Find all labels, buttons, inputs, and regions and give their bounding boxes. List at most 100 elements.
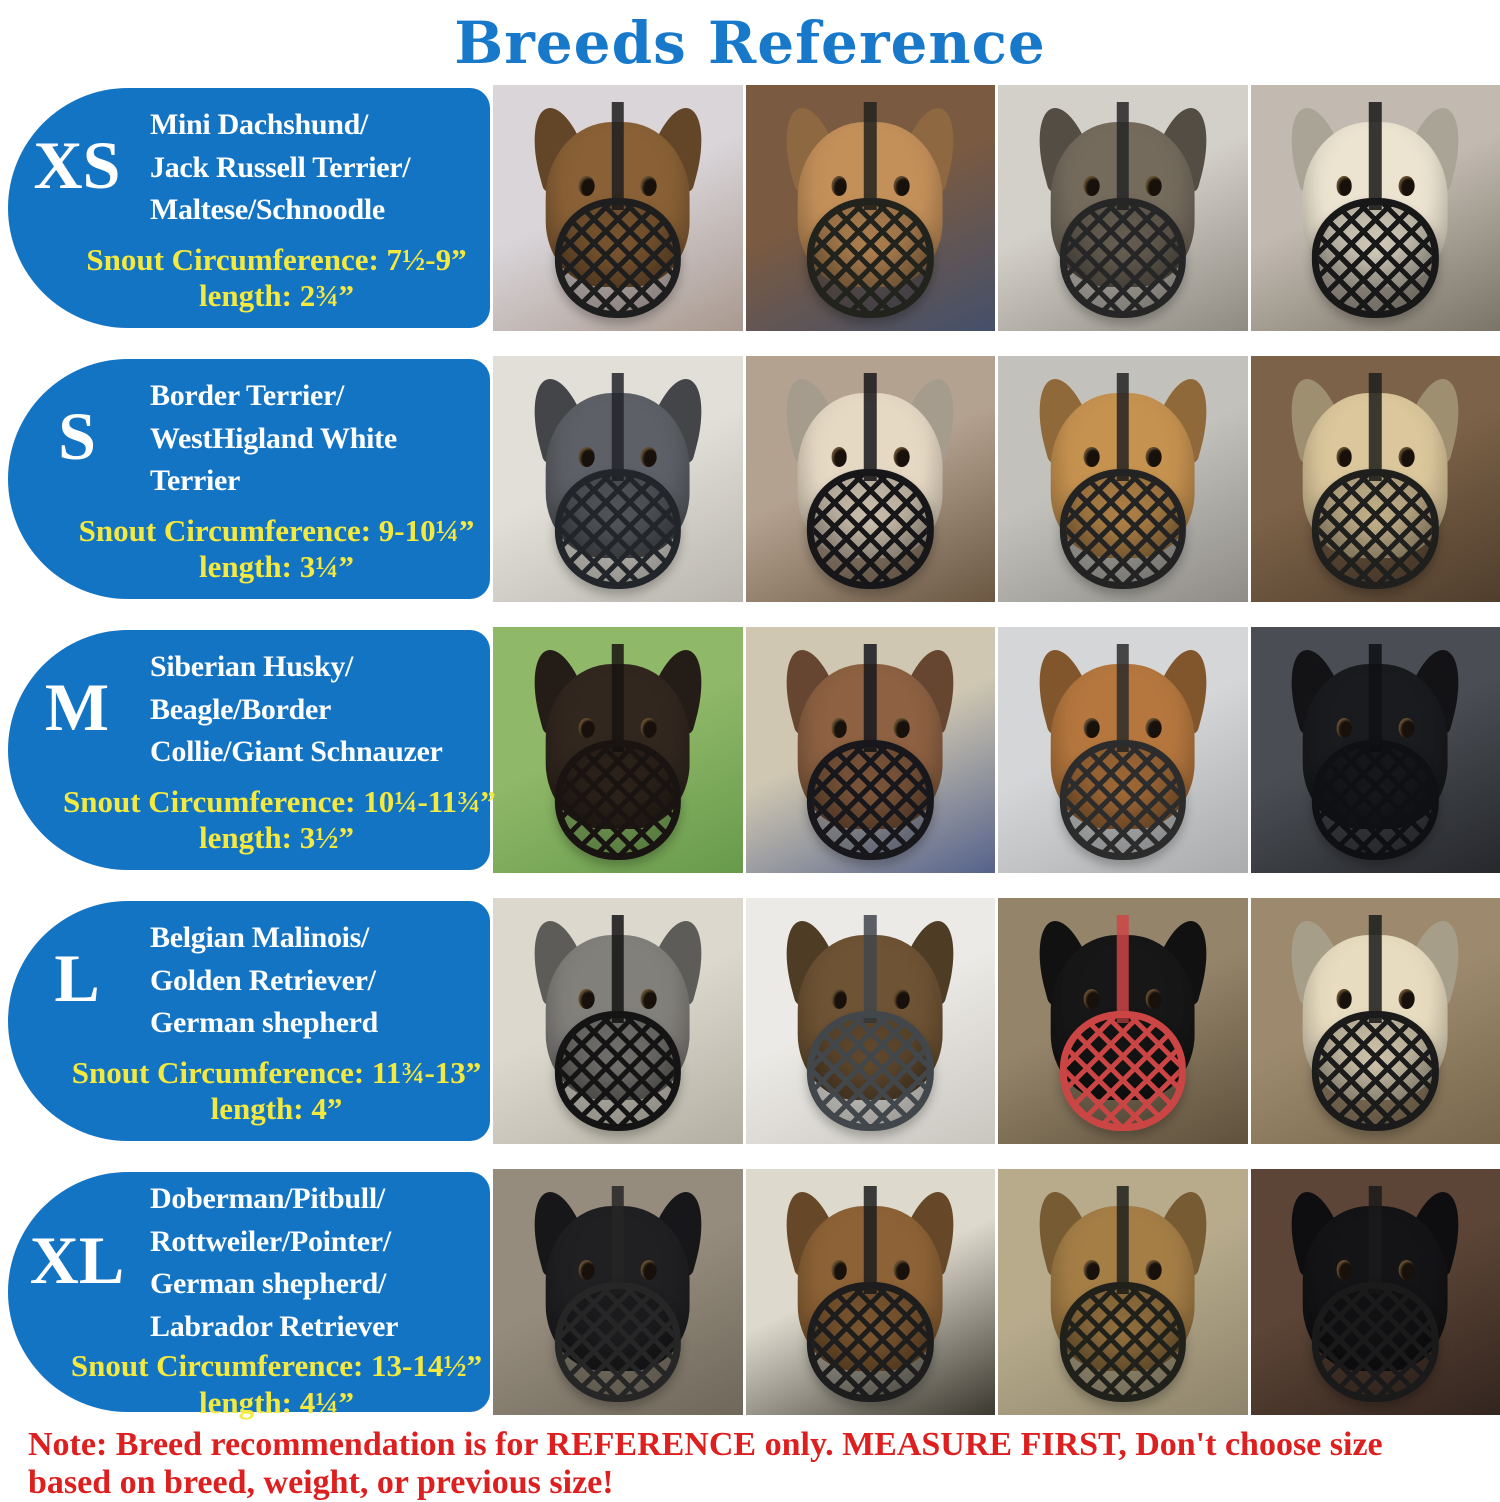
snout-circumference-label: Snout Circumference: 10¼-11¾” [63,784,490,821]
specs: Snout Circumference: 11¾-13” length: 4” [8,1055,490,1141]
dog-photo [493,627,743,873]
length-label: length: 4” [63,1091,490,1128]
specs: Snout Circumference: 10¼-11¾” length: 3½… [8,784,490,870]
basket-muzzle-shape [1060,740,1186,860]
specs: Snout Circumference: 9-10¼” length: 3¼” [8,513,490,599]
reference-note: Note: Breed recommendation is for REFERE… [28,1426,1472,1502]
muzzle-strap-shape [1117,373,1129,481]
size-letter: M [8,673,146,741]
size-row-xl: XL Doberman/Pitbull/ Rottweiler/Pointer/… [0,1169,1500,1415]
breeds-label: Belgian Malinois/ Golden Retriever/ Germ… [146,911,490,1045]
pill-top: L Belgian Malinois/ Golden Retriever/ Ge… [8,901,490,1055]
muzzle-strap-shape [1369,373,1381,481]
page-title: Breeds Reference [0,0,1500,85]
dog-photo [746,85,996,331]
basket-muzzle-shape [555,198,681,318]
muzzle-strap-shape [1369,102,1381,210]
snout-circumference-label: Snout Circumference: 13-14½” [63,1348,490,1385]
size-row-m: M Siberian Husky/ Beagle/Border Collie/G… [0,627,1500,873]
size-letter: XS [8,131,146,199]
muzzle-strap-shape [1117,915,1129,1023]
size-letter: L [8,944,146,1012]
length-label: length: 3½” [63,820,490,857]
size-row-s: S Border Terrier/ WestHigland White Terr… [0,356,1500,602]
dog-photo [998,85,1248,331]
size-pill: L Belgian Malinois/ Golden Retriever/ Ge… [8,901,490,1141]
size-row-xs: XS Mini Dachshund/ Jack Russell Terrier/… [0,85,1500,331]
muzzle-strap-shape [612,102,624,210]
basket-muzzle-shape [807,1011,933,1131]
muzzle-strap-shape [612,915,624,1023]
muzzle-strap-shape [864,1186,876,1294]
size-letter: XL [8,1226,146,1294]
muzzle-strap-shape [1369,644,1381,752]
basket-muzzle-shape [1060,1282,1186,1402]
size-pill: M Siberian Husky/ Beagle/Border Collie/G… [8,630,490,870]
muzzle-strap-shape [612,1186,624,1294]
size-letter: S [8,402,146,470]
basket-muzzle-shape [555,469,681,589]
basket-muzzle-shape [1312,469,1438,589]
size-row-l: L Belgian Malinois/ Golden Retriever/ Ge… [0,898,1500,1144]
basket-muzzle-shape [1312,1011,1438,1131]
snout-circumference-label: Snout Circumference: 11¾-13” [63,1055,490,1092]
basket-muzzle-shape [555,1011,681,1131]
muzzle-strap-shape [864,102,876,210]
dog-photo [1251,1169,1500,1415]
size-pill: XL Doberman/Pitbull/ Rottweiler/Pointer/… [8,1172,490,1412]
basket-muzzle-shape [807,469,933,589]
dog-photo [1251,356,1500,602]
length-label: length: 3¼” [63,549,490,586]
dog-photo [746,898,996,1144]
breeds-label: Doberman/Pitbull/ Rottweiler/Pointer/ Ge… [146,1172,490,1348]
basket-muzzle-shape [1060,1011,1186,1131]
pill-top: XL Doberman/Pitbull/ Rottweiler/Pointer/… [8,1172,490,1348]
snout-circumference-label: Snout Circumference: 7½-9” [63,242,490,279]
dog-photo [998,1169,1248,1415]
basket-muzzle-shape [807,1282,933,1402]
snout-circumference-label: Snout Circumference: 9-10¼” [63,513,490,550]
dog-photo [493,356,743,602]
pill-top: XS Mini Dachshund/ Jack Russell Terrier/… [8,88,490,242]
muzzle-strap-shape [864,915,876,1023]
specs: Snout Circumference: 13-14½” length: 4¼” [8,1348,490,1434]
dog-photo [493,898,743,1144]
muzzle-strap-shape [1369,1186,1381,1294]
muzzle-strap-shape [864,644,876,752]
basket-muzzle-shape [1312,1282,1438,1402]
dog-photo [1251,627,1500,873]
dog-photo [998,627,1248,873]
muzzle-strap-shape [864,373,876,481]
basket-muzzle-shape [1060,198,1186,318]
size-rows: XS Mini Dachshund/ Jack Russell Terrier/… [0,85,1500,1415]
pill-top: M Siberian Husky/ Beagle/Border Collie/G… [8,630,490,784]
length-label: length: 4¼” [63,1385,490,1422]
size-pill: S Border Terrier/ WestHigland White Terr… [8,359,490,599]
dog-photo [493,85,743,331]
length-label: length: 2¾” [63,278,490,315]
basket-muzzle-shape [1312,198,1438,318]
muzzle-strap-shape [1117,102,1129,210]
muzzle-strap-shape [612,373,624,481]
breeds-label: Mini Dachshund/ Jack Russell Terrier/ Ma… [146,98,490,232]
dog-photo [746,627,996,873]
basket-muzzle-shape [555,740,681,860]
dog-photo [1251,898,1500,1144]
basket-muzzle-shape [1312,740,1438,860]
dog-photo [493,1169,743,1415]
basket-muzzle-shape [807,740,933,860]
breeds-label: Border Terrier/ WestHigland White Terrie… [146,369,490,503]
size-pill: XS Mini Dachshund/ Jack Russell Terrier/… [8,88,490,328]
dog-photo [746,356,996,602]
dog-photo [998,356,1248,602]
basket-muzzle-shape [1060,469,1186,589]
muzzle-strap-shape [1369,915,1381,1023]
dog-photo [746,1169,996,1415]
basket-muzzle-shape [555,1282,681,1402]
basket-muzzle-shape [807,198,933,318]
dog-photo [1251,85,1500,331]
muzzle-strap-shape [612,644,624,752]
dog-photo [998,898,1248,1144]
muzzle-strap-shape [1117,1186,1129,1294]
